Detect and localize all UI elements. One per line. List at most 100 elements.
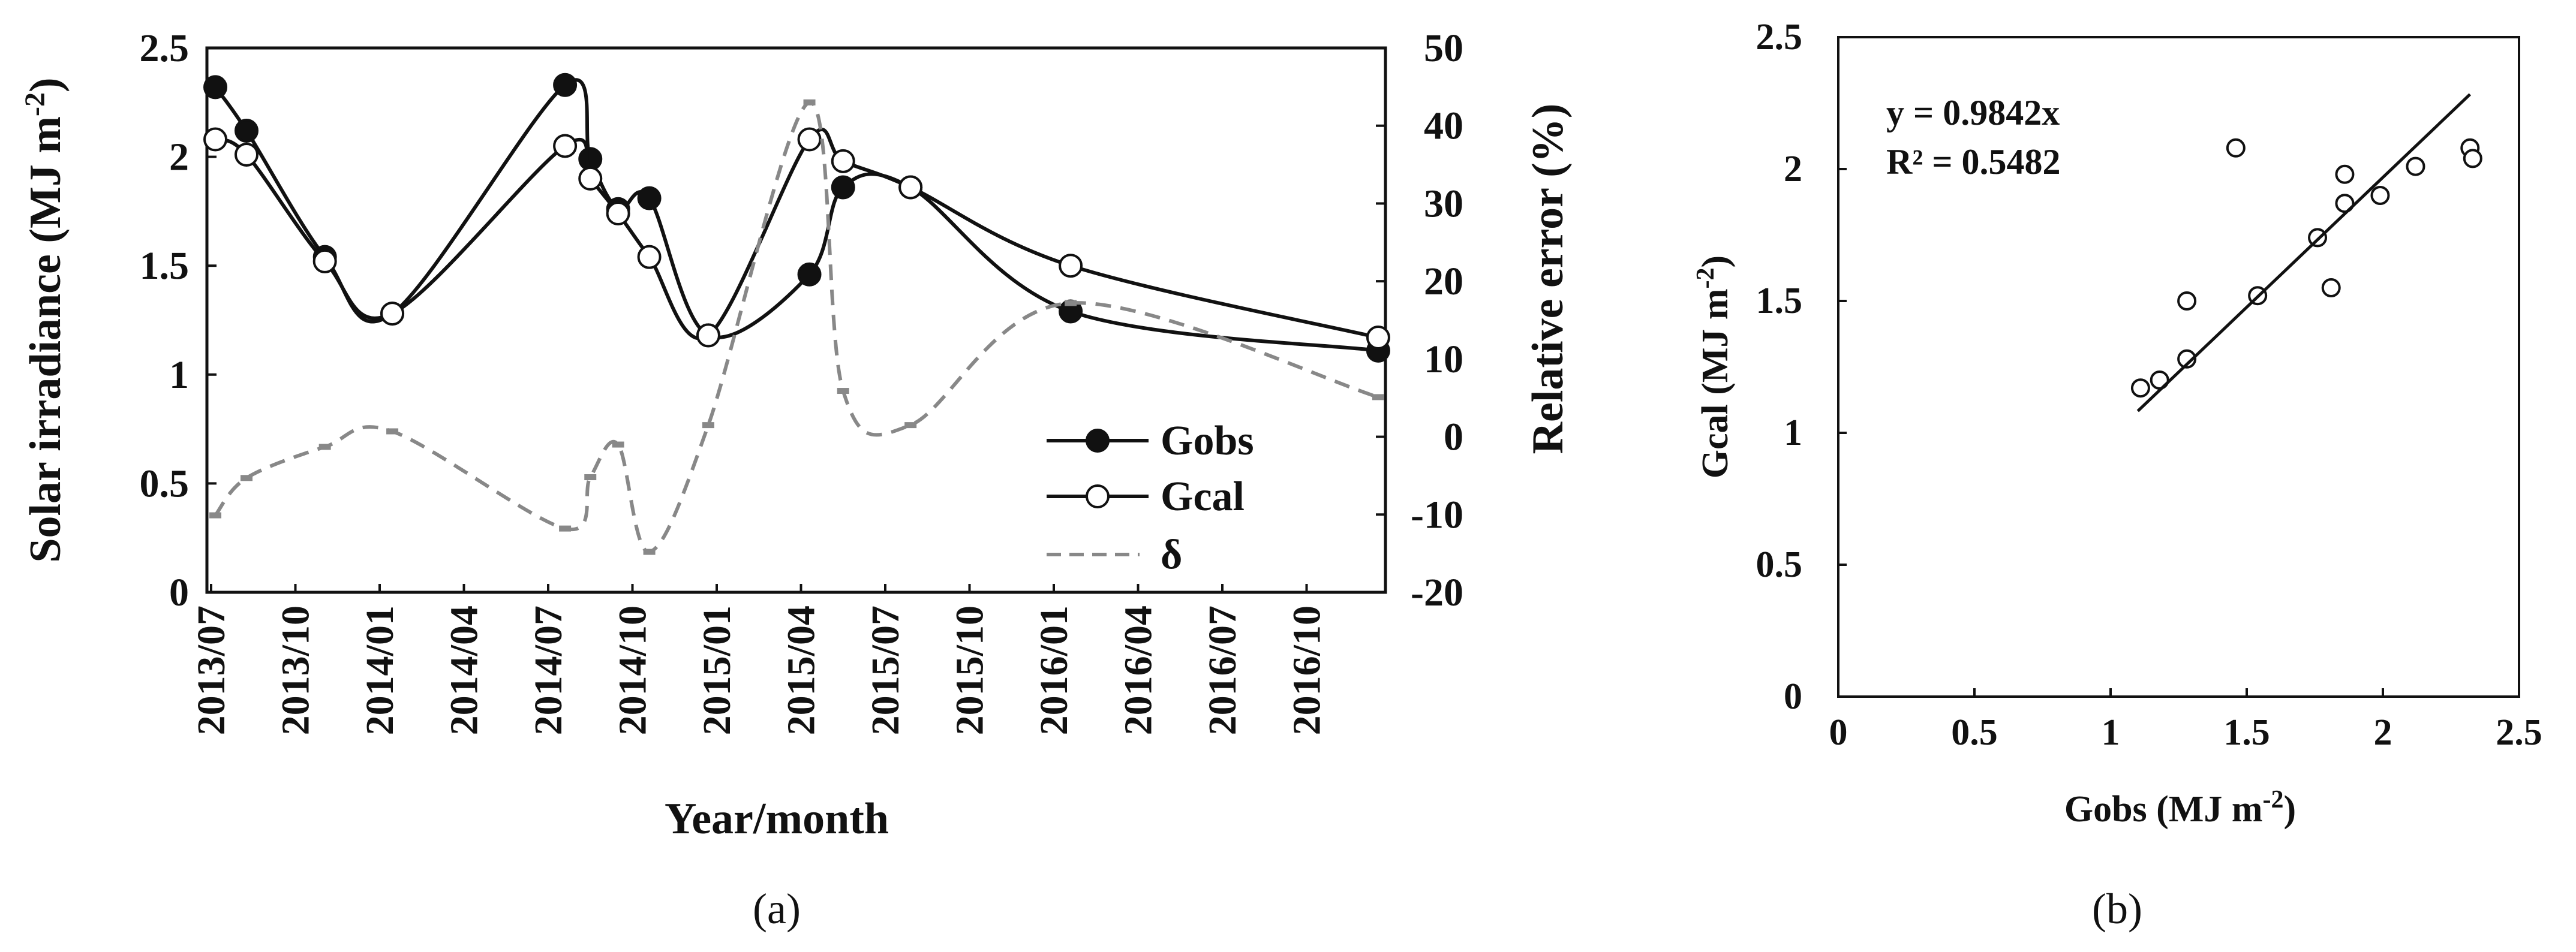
series-gcal-point <box>553 134 578 158</box>
series-gcal-point <box>606 201 630 226</box>
panel-b-chart: 0 0.5 1 1.5 2 2.5 0 0.5 1 1.5 2 2.5 y = 0.9842x R²… <box>1692 17 2542 933</box>
x-tick-label: 2014/07 <box>527 605 570 735</box>
scatter-point <box>2177 291 2197 311</box>
series-delta-point <box>209 512 222 519</box>
series-delta-point <box>702 422 714 429</box>
series-gcal-point <box>1366 326 1390 350</box>
scatter-point <box>2406 156 2425 176</box>
right-tick-label: 50 <box>1424 26 1463 70</box>
panel-a-right-ticks: -20 -10 0 10 20 30 40 50 <box>1376 26 1463 614</box>
series-gcal-point <box>797 127 822 152</box>
left-tick-label: 2 <box>169 135 189 179</box>
series-delta-point <box>904 422 917 429</box>
panel-b-points <box>2130 138 2482 398</box>
panel-b-y-title: Gcal (MJ m-2) <box>1692 255 1736 478</box>
panel-a-series <box>203 73 1390 555</box>
right-tick-label: 30 <box>1424 182 1463 225</box>
series-gcal-point <box>203 127 228 152</box>
legend-gobs-label: Gobs <box>1161 418 1254 464</box>
panel-b-trendline <box>2136 93 2472 412</box>
scatter-point <box>2130 378 2150 398</box>
x-tick-label: 2016/07 <box>1201 605 1245 735</box>
series-delta-point <box>1372 394 1384 400</box>
scatter-point <box>2463 149 2482 168</box>
panel-b-label: (b) <box>2092 885 2142 933</box>
panel-b-x-ticks: 0 0.5 1 1.5 2 2.5 <box>1829 688 2542 753</box>
right-tick-label: 20 <box>1424 260 1463 303</box>
series-gcal-point <box>235 142 259 167</box>
series-delta-point <box>386 428 399 435</box>
legend-gcal-label: Gcal <box>1161 474 1245 520</box>
x-tick-label: 2016/04 <box>1117 605 1161 735</box>
series-gcal-point <box>898 175 923 200</box>
b-y-tick-label: 1 <box>1784 412 1802 453</box>
series-delta-point <box>318 444 331 450</box>
b-x-tick-label: 0.5 <box>1951 712 1998 753</box>
left-tick-label: 0.5 <box>140 462 190 505</box>
series-delta-point <box>584 474 597 481</box>
x-tick-label: 2014/01 <box>358 605 402 735</box>
left-tick-label: 1 <box>169 353 189 397</box>
panel-a-left-ticks: 0 0.5 1 1.5 2 2.5 <box>140 26 217 614</box>
panel-b-x-title: Gobs (MJ m-2) <box>2064 786 2296 830</box>
panel-b-y-ticks: 0 0.5 1 1.5 2 2.5 <box>1756 17 1847 717</box>
series-gcal-point <box>637 245 662 269</box>
right-tick-label: -20 <box>1411 571 1463 614</box>
scatter-point <box>2321 278 2341 297</box>
left-tick-label: 2.5 <box>140 26 190 70</box>
series-gobs-point <box>553 73 578 97</box>
legend-gobs-marker <box>1086 429 1110 453</box>
panel-a-y2-title: Relative error (%) <box>1523 104 1573 454</box>
series-delta-point <box>559 525 572 532</box>
b-x-tick-label: 2 <box>2374 712 2392 753</box>
series-delta-point <box>612 441 624 448</box>
series-gobs-point <box>797 262 822 287</box>
series-delta-point <box>803 99 816 106</box>
b-y-tick-label: 2.5 <box>1756 17 1803 58</box>
scatter-point <box>2335 164 2355 184</box>
x-tick-label: 2015/04 <box>780 605 823 735</box>
series-gcal-point <box>312 249 337 273</box>
series-gcal-point <box>578 166 603 191</box>
b-x-tick-label: 2.5 <box>2496 712 2542 753</box>
series-gcal-point <box>380 302 405 326</box>
panel-a-frame <box>205 46 1387 594</box>
b-x-tick-label: 1.5 <box>2223 712 2270 753</box>
x-tick-label: 2015/01 <box>695 605 739 735</box>
panel-a-x-title: Year/month <box>665 794 889 843</box>
panel-b-r2: R² = 0.5482 <box>1886 142 2061 182</box>
right-tick-label: 10 <box>1424 338 1463 381</box>
panel-b-frame <box>1837 36 2520 698</box>
scatter-point <box>2370 186 2390 205</box>
series-gobs-point <box>203 75 228 100</box>
series-gcal-point <box>831 149 855 173</box>
x-tick-label: 2013/07 <box>190 605 233 735</box>
x-tick-label: 2015/07 <box>864 605 907 735</box>
series-gcal-line <box>214 128 1379 341</box>
legend-delta-label: δ <box>1161 532 1182 578</box>
b-x-tick-label: 1 <box>2102 712 2120 753</box>
panel-b-equation: y = 0.9842x <box>1886 93 2060 132</box>
right-tick-label: -10 <box>1411 493 1463 537</box>
panel-a-x-ticks: 2013/07 2013/10 2014/01 2014/04 2014/07 2014/… <box>190 584 1329 735</box>
series-delta-point <box>1065 300 1077 306</box>
x-tick-label: 2016/10 <box>1285 605 1329 735</box>
series-gobs-point <box>637 186 662 210</box>
b-x-tick-label: 0 <box>1829 712 1848 753</box>
left-tick-label: 0 <box>169 571 189 614</box>
series-delta-point <box>837 388 849 394</box>
b-y-tick-label: 0 <box>1784 676 1802 717</box>
right-tick-label: 40 <box>1424 104 1463 148</box>
panel-a-label: (a) <box>753 885 801 933</box>
legend-gcal-marker <box>1086 484 1110 508</box>
series-delta-point <box>241 475 253 481</box>
x-tick-label: 2015/10 <box>948 605 992 735</box>
x-tick-label: 2014/10 <box>611 605 655 735</box>
scatter-point <box>2226 138 2246 158</box>
series-gobs-point <box>831 175 855 200</box>
series-gcal-point <box>1059 254 1083 278</box>
x-tick-label: 2013/10 <box>274 605 318 735</box>
x-tick-label: 2016/01 <box>1032 605 1076 735</box>
